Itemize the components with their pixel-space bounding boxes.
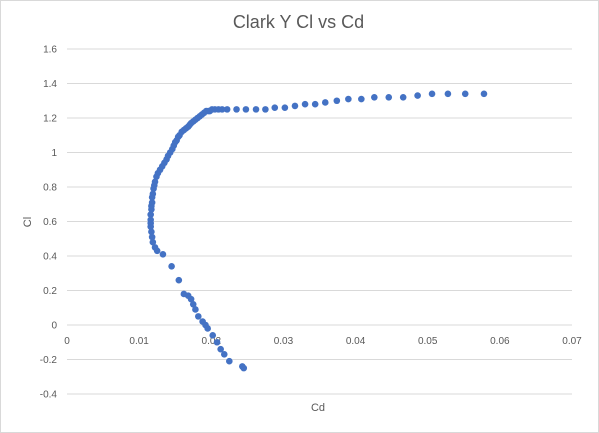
data-point: [149, 190, 157, 198]
data-point: [444, 90, 452, 98]
data-point: [399, 94, 407, 101]
data-point: [321, 99, 329, 106]
y-tick-label: 0.6: [43, 217, 57, 228]
data-point: [291, 102, 299, 110]
data-point: [281, 104, 289, 111]
data-point: [239, 363, 246, 370]
data-point: [480, 90, 488, 98]
data-point: [148, 199, 156, 206]
data-point: [180, 290, 188, 298]
data-point: [428, 90, 436, 98]
data-point: [149, 238, 157, 246]
data-point: [195, 313, 202, 320]
x-tick-label: 0: [64, 336, 70, 347]
data-points: [147, 90, 488, 372]
data-point: [209, 332, 217, 339]
data-point: [252, 106, 260, 113]
data-point: [148, 233, 156, 241]
x-tick-label: 0.01: [129, 336, 149, 347]
x-axis-ticks: 0 0.01 0.02 0.03 0.04 0.05 0.06 0.07: [64, 336, 582, 347]
data-point: [147, 216, 154, 224]
data-point: [226, 357, 233, 365]
data-point: [151, 178, 159, 186]
y-tick-label: 0.8: [43, 183, 57, 194]
y-axis-ticks: -0.4 -0.2 0 0.2 0.4 0.6 0.8 1 1.2 1.4 1.6: [40, 45, 58, 401]
data-point: [301, 100, 309, 108]
y-tick-label: 0: [51, 321, 57, 332]
y-axis-title: Cl: [22, 217, 34, 227]
data-point: [271, 104, 279, 111]
y-tick-label: 1.6: [43, 45, 57, 56]
data-point: [358, 95, 365, 103]
x-tick-label: 0.03: [274, 336, 294, 347]
data-point: [217, 345, 224, 353]
x-tick-label: 0.04: [346, 336, 366, 347]
x-tick-label: 0.05: [418, 336, 438, 347]
y-tick-label: 0.4: [43, 252, 57, 263]
data-point: [223, 106, 231, 113]
y-tick-label: -0.4: [40, 390, 58, 401]
data-point: [262, 106, 269, 113]
x-axis-title: Cd: [311, 402, 325, 414]
x-tick-label: 0.06: [490, 336, 510, 347]
data-point: [159, 250, 167, 258]
y-tick-label: 1: [51, 148, 57, 159]
data-point: [371, 94, 378, 101]
data-point: [175, 276, 183, 284]
y-tick-label: 1.2: [43, 114, 57, 125]
data-point: [385, 94, 393, 101]
data-point: [242, 106, 250, 113]
data-point: [333, 97, 341, 105]
data-point: [220, 351, 228, 358]
data-point: [189, 301, 197, 308]
data-point: [311, 100, 319, 108]
x-tick-label: 0.07: [562, 336, 582, 347]
data-point: [151, 244, 159, 251]
data-point: [461, 90, 469, 98]
y-tick-label: -0.2: [40, 355, 58, 366]
x-tick-label: 0.02: [202, 336, 222, 347]
data-point: [213, 338, 221, 346]
y-tick-label: 1.4: [43, 79, 57, 90]
data-point: [199, 318, 206, 325]
chart-title: Clark Y Cl vs Cd: [232, 12, 365, 32]
y-tick-label: 0.2: [43, 286, 57, 297]
data-point: [148, 228, 155, 236]
data-point: [345, 95, 352, 103]
data-point: [192, 306, 199, 313]
data-point: [147, 211, 154, 218]
data-point: [414, 92, 421, 99]
data-point: [168, 263, 175, 270]
data-point: [233, 106, 240, 113]
data-point: [218, 106, 226, 113]
